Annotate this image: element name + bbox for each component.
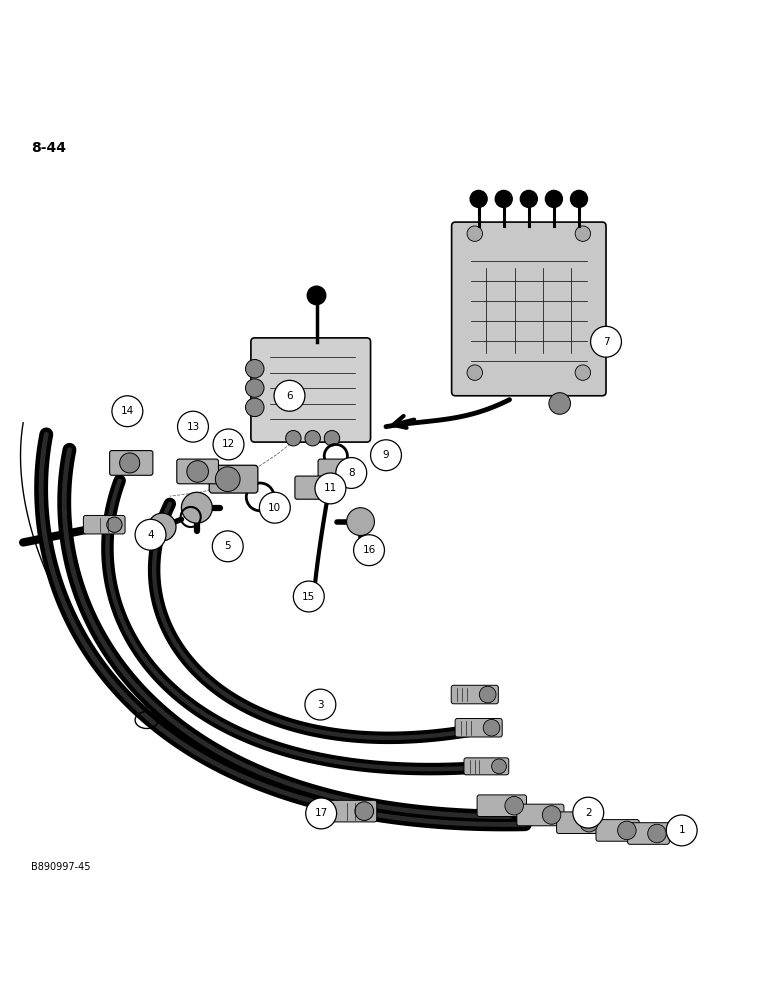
- FancyBboxPatch shape: [596, 820, 639, 841]
- Circle shape: [286, 431, 301, 446]
- Text: 11: 11: [323, 483, 337, 493]
- Circle shape: [520, 190, 537, 207]
- Circle shape: [305, 431, 320, 446]
- Text: 17: 17: [314, 808, 328, 818]
- FancyBboxPatch shape: [318, 459, 354, 482]
- FancyBboxPatch shape: [83, 515, 125, 534]
- Circle shape: [580, 813, 598, 832]
- Circle shape: [324, 431, 340, 446]
- FancyBboxPatch shape: [251, 338, 371, 442]
- Circle shape: [305, 689, 336, 720]
- Text: 4: 4: [147, 530, 154, 540]
- FancyBboxPatch shape: [452, 222, 606, 396]
- Circle shape: [215, 467, 240, 492]
- Circle shape: [259, 492, 290, 523]
- Circle shape: [495, 190, 513, 207]
- Circle shape: [575, 226, 591, 241]
- Circle shape: [666, 815, 697, 846]
- Circle shape: [591, 326, 621, 357]
- FancyBboxPatch shape: [177, 459, 218, 484]
- Circle shape: [274, 380, 305, 411]
- Circle shape: [505, 796, 523, 815]
- Circle shape: [245, 359, 264, 378]
- FancyBboxPatch shape: [557, 812, 601, 834]
- FancyBboxPatch shape: [451, 685, 498, 704]
- Circle shape: [545, 190, 562, 207]
- Text: 3: 3: [317, 700, 323, 710]
- Circle shape: [181, 492, 212, 523]
- Circle shape: [648, 824, 666, 843]
- Text: 1: 1: [679, 825, 685, 835]
- Circle shape: [371, 440, 401, 471]
- Circle shape: [618, 821, 636, 840]
- Circle shape: [571, 190, 587, 207]
- FancyBboxPatch shape: [628, 823, 669, 844]
- Circle shape: [549, 393, 571, 414]
- Circle shape: [573, 797, 604, 828]
- FancyBboxPatch shape: [517, 804, 564, 826]
- Text: 16: 16: [362, 545, 376, 555]
- Circle shape: [492, 759, 506, 774]
- Circle shape: [483, 719, 499, 736]
- Circle shape: [212, 531, 243, 562]
- Circle shape: [135, 519, 166, 550]
- Text: 9: 9: [383, 450, 389, 460]
- FancyBboxPatch shape: [295, 476, 329, 499]
- Text: 6: 6: [286, 391, 293, 401]
- Circle shape: [187, 461, 208, 482]
- Circle shape: [107, 517, 122, 532]
- Circle shape: [315, 473, 346, 504]
- Circle shape: [245, 379, 264, 397]
- Circle shape: [120, 453, 140, 473]
- FancyBboxPatch shape: [209, 465, 258, 493]
- Text: 12: 12: [222, 439, 235, 449]
- FancyBboxPatch shape: [477, 795, 527, 817]
- Text: 14: 14: [120, 406, 134, 416]
- Circle shape: [467, 365, 482, 380]
- Circle shape: [542, 806, 560, 824]
- Text: 8-44: 8-44: [31, 141, 66, 155]
- Circle shape: [178, 411, 208, 442]
- Circle shape: [148, 513, 176, 541]
- FancyBboxPatch shape: [455, 718, 502, 737]
- Text: 15: 15: [302, 591, 316, 601]
- Circle shape: [467, 226, 482, 241]
- Circle shape: [112, 396, 143, 427]
- Text: 2: 2: [585, 808, 591, 818]
- Circle shape: [293, 581, 324, 612]
- Text: B890997-45: B890997-45: [31, 862, 90, 872]
- Circle shape: [470, 190, 487, 207]
- Text: 13: 13: [186, 422, 200, 432]
- Circle shape: [355, 802, 374, 820]
- Circle shape: [354, 535, 384, 566]
- Circle shape: [213, 429, 244, 460]
- Circle shape: [479, 686, 496, 703]
- FancyBboxPatch shape: [326, 800, 377, 822]
- FancyBboxPatch shape: [464, 758, 509, 775]
- Text: 8: 8: [348, 468, 354, 478]
- Circle shape: [306, 798, 337, 829]
- Circle shape: [245, 398, 264, 417]
- Circle shape: [347, 508, 374, 536]
- Circle shape: [336, 458, 367, 488]
- Text: 7: 7: [603, 337, 609, 347]
- FancyBboxPatch shape: [110, 451, 153, 475]
- Circle shape: [575, 365, 591, 380]
- Text: 5: 5: [225, 541, 231, 551]
- Circle shape: [307, 286, 326, 305]
- Text: 10: 10: [268, 503, 282, 513]
